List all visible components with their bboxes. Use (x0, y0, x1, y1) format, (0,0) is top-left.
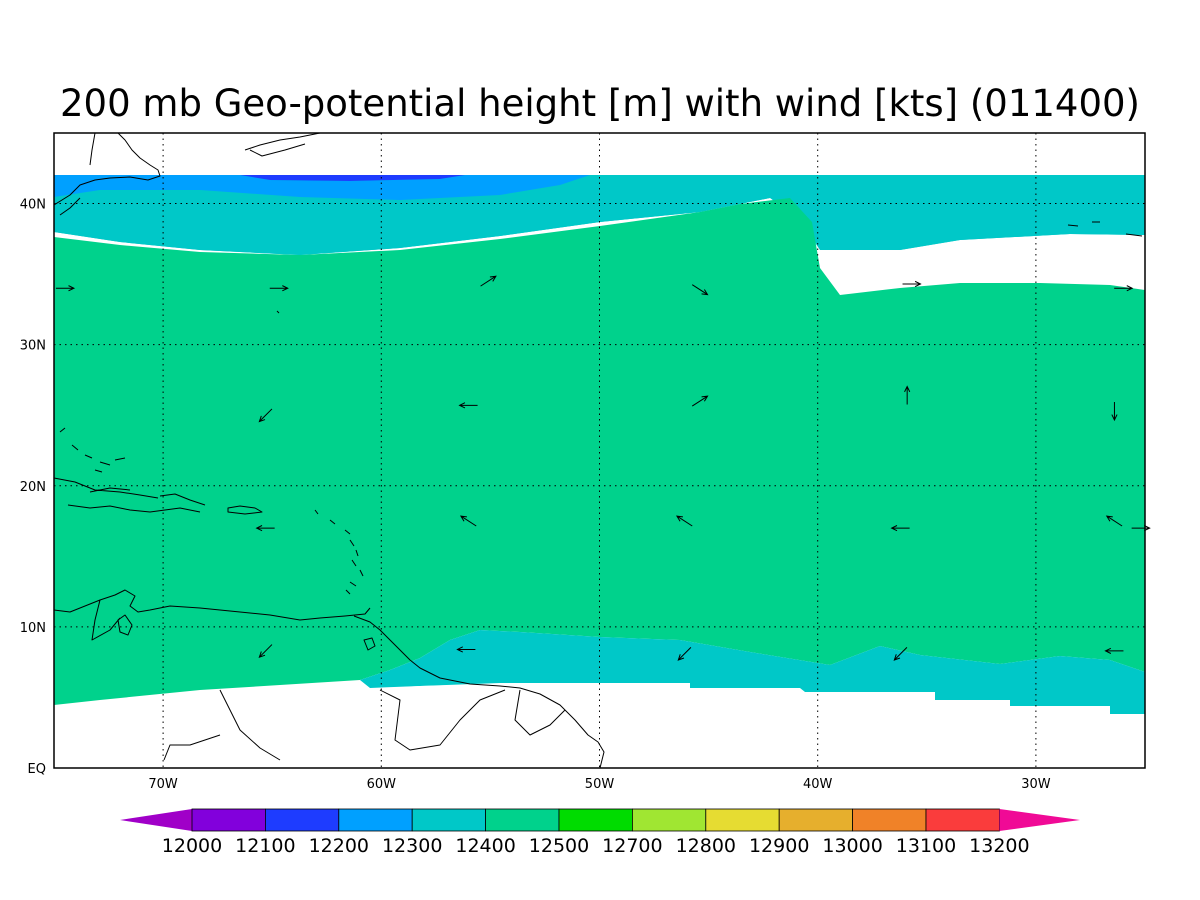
colorbar-label: 12500 (529, 835, 589, 857)
wind-arrow (904, 385, 911, 405)
wind-arrow (1105, 515, 1123, 527)
x-tick-label: 50W (585, 777, 615, 792)
height-band-12500 (54, 198, 1145, 705)
coastline-trinidad (363, 637, 376, 651)
height-band-12400-south (360, 630, 1145, 714)
wind-arrow (456, 646, 476, 653)
colorbar-bin (852, 808, 927, 832)
lat-lon-grid (54, 133, 1145, 768)
colorbar-bin (632, 808, 707, 832)
coastlines (54, 133, 1143, 768)
coastline-bermuda (276, 310, 280, 314)
x-tick-label: 40W (803, 777, 833, 792)
colorbar-bin (705, 808, 780, 832)
wind-arrow (258, 408, 273, 423)
colorbar-bin (411, 808, 487, 832)
wind-arrow (675, 515, 693, 527)
colorbar-label: 12300 (382, 835, 442, 857)
no-data-region-south (54, 684, 1145, 768)
height-band-12200 (240, 175, 465, 181)
colorbar-label: 12000 (162, 835, 222, 857)
colorbar: 12000 12100 12200 12300 12400 12500 12700 12800… (120, 808, 1080, 857)
colorbar-bin (264, 808, 340, 832)
wind-arrow (890, 525, 910, 532)
colorbar-label: 12800 (676, 835, 736, 857)
colorbar-label: 12700 (602, 835, 662, 857)
colorbar-bin (925, 808, 1000, 832)
y-tick-labels: EQ 10N 20N 30N 40N (20, 198, 46, 777)
wind-arrow (691, 284, 709, 296)
wind-arrow (258, 644, 273, 658)
wind-arrow (893, 647, 908, 661)
wind-arrow (902, 280, 922, 288)
x-tick-label: 60W (367, 777, 397, 792)
wind-arrow (1131, 525, 1151, 532)
wind-arrow (55, 285, 76, 292)
colorbar-bin (338, 808, 413, 832)
y-tick-label: 40N (20, 198, 46, 213)
x-tick-label: 70W (148, 777, 178, 792)
wind-arrow (677, 647, 692, 661)
coastline-lesser-antilles (314, 509, 364, 595)
coastline-greater-antilles (54, 477, 263, 515)
y-tick-label: 10N (20, 621, 46, 636)
colorbar-bin (558, 808, 633, 832)
chart-title: 200 mb Geo-potential height [m] with win… (60, 82, 1140, 125)
colorbar-label: 12900 (749, 835, 809, 857)
map-plot-area (54, 133, 1145, 768)
x-tick-labels: 70W 60W 50W 40W 30W (148, 777, 1050, 792)
wind-arrow (1111, 401, 1118, 422)
colorbar-label: 13000 (822, 835, 882, 857)
x-tick-label: 30W (1021, 777, 1051, 792)
y-tick-label: 30N (20, 339, 46, 354)
coastline-azores (1067, 221, 1143, 237)
wind-arrow (269, 285, 289, 292)
height-band-12300-north (54, 175, 590, 200)
colorbar-high-extend (999, 809, 1080, 831)
wind-arrow (691, 395, 709, 407)
colorbar-label: 13200 (969, 835, 1029, 857)
wind-arrow (480, 275, 497, 287)
coastline-south-america (54, 589, 605, 768)
wind-arrow (255, 525, 275, 532)
colorbar-bin (485, 808, 560, 832)
colorbar-label: 13100 (896, 835, 956, 857)
coastline-nova-scotia (244, 133, 321, 157)
colorbar-low-extend (120, 809, 192, 831)
coastline-north-america (54, 133, 161, 216)
colorbar-label: 12200 (309, 835, 369, 857)
wind-arrow (1104, 647, 1124, 654)
coastline-lake-maracaibo (117, 614, 133, 636)
plot-frame (53, 132, 1146, 769)
colorbar-bin (191, 808, 266, 832)
wind-arrow (459, 515, 477, 527)
colorbar-label: 12400 (455, 835, 515, 857)
coastline-bahamas (59, 427, 126, 473)
y-tick-label: EQ (28, 762, 46, 777)
colorbar-label: 12100 (235, 835, 295, 857)
colorbar-bin (778, 808, 854, 832)
wind-arrow (458, 402, 478, 409)
y-tick-label: 20N (20, 480, 46, 495)
wind-arrow (1114, 285, 1134, 292)
wind-vectors (55, 275, 1151, 661)
